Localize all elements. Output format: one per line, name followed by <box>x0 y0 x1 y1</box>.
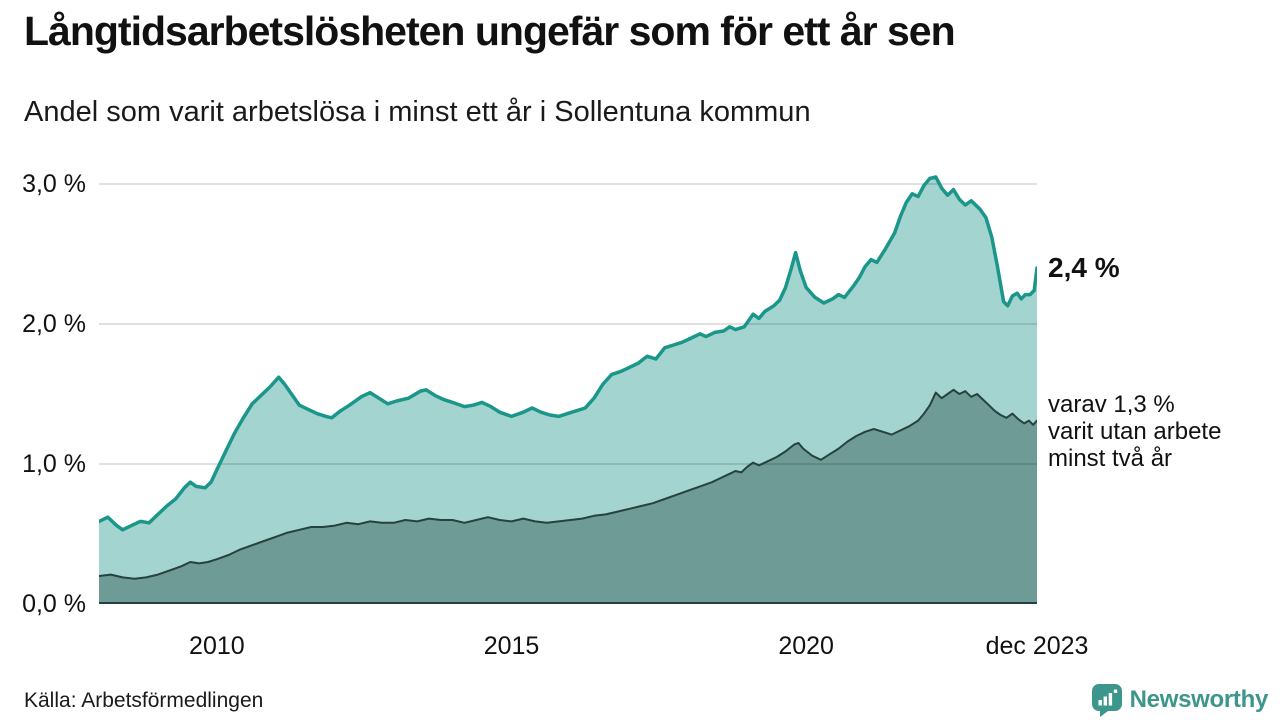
x-tick-label: 2020 <box>778 632 834 660</box>
x-tick-label: 2010 <box>189 632 245 660</box>
area-chart: 0,0 % 1,0 % 2,0 % 3,0 % 2010 2015 2020 dec 202… <box>22 170 1222 660</box>
page-title: Långtidsarbetslösheten ungefär som för e… <box>24 8 956 54</box>
newsworthy-wordmark: Newsworthy <box>1129 686 1269 713</box>
source-credit: Källa: Arbetsförmedlingen <box>24 689 264 712</box>
latest-value-annotation: 2,4 % <box>1048 252 1120 283</box>
plot-svg <box>99 175 1037 604</box>
y-tick-label: 2,0 % <box>22 310 86 338</box>
series-line-1 <box>99 388 1037 580</box>
newsworthy-speech-bubble-chart-icon <box>1091 684 1122 717</box>
secondary-series-annotation: varav 1,3 % varit utan arbete minst två … <box>1048 391 1222 472</box>
x-tick-label: dec 2023 <box>985 632 1089 660</box>
x-tick-label: 2015 <box>483 632 540 660</box>
y-tick-label: 3,0 % <box>22 170 86 198</box>
newsworthy-logo: Newsworthy <box>1091 683 1268 717</box>
series-line-0 <box>99 175 1037 532</box>
y-tick-label: 1,0 % <box>22 450 86 478</box>
series-fill-1 <box>99 389 1037 604</box>
y-tick-label: 0,0 % <box>22 590 86 618</box>
chart-subtitle: Andel som varit arbetslösa i minst ett å… <box>24 96 811 128</box>
